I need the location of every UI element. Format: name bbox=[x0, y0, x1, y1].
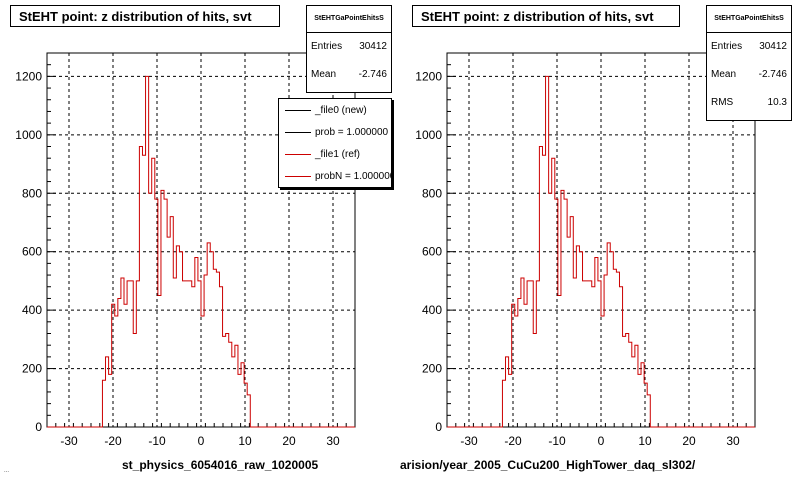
left-histogram-plot: -30 -20 -10 0 10 20 30 0 200 400 600 800 1000 1200 bbox=[15, 52, 356, 448]
right-x-tick-label: 30 bbox=[726, 434, 740, 448]
right-pad: -30 -20 -10 0 10 20 30 0 200 400 600 800 1000 1200 St… bbox=[400, 0, 800, 480]
legend-entry-prob: prob = 1.000000 bbox=[279, 121, 391, 143]
left-pad: -30 -20 -10 0 10 20 30 0 200 400 600 800 1000 1200 St… bbox=[10, 5, 392, 472]
left-stats-entries-label: Entries bbox=[311, 41, 343, 52]
right-stats-row-mean: Mean -2.746 bbox=[707, 61, 791, 89]
right-histogram-plot: -30 -20 -10 0 10 20 30 0 200 400 600 800 1000 1200 bbox=[415, 52, 756, 448]
right-x-tick-label: -30 bbox=[460, 434, 478, 448]
legend-line-probn bbox=[285, 175, 311, 177]
right-x-tick-label: 10 bbox=[638, 434, 652, 448]
right-x-tick-label: 20 bbox=[682, 434, 696, 448]
left-x-tick-label: -20 bbox=[104, 434, 122, 448]
left-plot-title: StEHT point: z distribution of hits, svt bbox=[10, 5, 280, 27]
right-y-tick-label: 400 bbox=[422, 303, 442, 317]
left-stats-entries-value: 30412 bbox=[359, 41, 387, 52]
left-y-tick-label: 1200 bbox=[15, 69, 42, 83]
left-x-axis-title: st_physics_6054016_raw_1020005 bbox=[122, 458, 319, 472]
right-x-tick-label: -10 bbox=[548, 434, 566, 448]
left-x-tick-label: 30 bbox=[326, 434, 340, 448]
left-y-tick-label: 600 bbox=[22, 245, 42, 259]
right-x-tick-label: 0 bbox=[598, 434, 605, 448]
left-stats-row-entries: Entries 30412 bbox=[307, 33, 391, 61]
right-stats-rms-value: 10.3 bbox=[767, 97, 787, 108]
left-y-tick-label: 200 bbox=[22, 362, 42, 376]
left-x-tick-label: 0 bbox=[198, 434, 205, 448]
left-stats-row-mean: Mean -2.746 bbox=[307, 61, 391, 89]
left-stats-box: StEHTGaPointEhitsS Entries 30412 Mean -2… bbox=[306, 5, 392, 93]
left-y-tick-label: 400 bbox=[22, 303, 42, 317]
left-y-tick-label: 800 bbox=[22, 186, 42, 200]
left-x-tick-label: 10 bbox=[238, 434, 252, 448]
left-x-tick-label: -30 bbox=[60, 434, 78, 448]
right-stats-box: StEHTGaPointEhitsS Entries 30412 Mean -2… bbox=[706, 5, 792, 121]
right-y-tick-label: 0 bbox=[435, 420, 442, 434]
legend-line-prob bbox=[285, 131, 311, 133]
right-histogram-series bbox=[447, 75, 755, 428]
legend-entry-file0: _file0 (new) bbox=[279, 99, 391, 121]
right-stats-row-rms: RMS 10.3 bbox=[707, 89, 791, 117]
right-stats-name: StEHTGaPointEhitsS bbox=[707, 6, 791, 33]
right-stats-entries-value: 30412 bbox=[759, 41, 787, 52]
right-y-tick-label: 1200 bbox=[415, 69, 442, 83]
legend-label-file1: _file1 (ref) bbox=[315, 148, 361, 160]
legend-line-file1 bbox=[285, 153, 311, 155]
right-y-tick-label: 600 bbox=[422, 245, 442, 259]
left-y-tick-label: 1000 bbox=[15, 128, 42, 142]
left-y-tick-label: 0 bbox=[35, 420, 42, 434]
left-legend: _file0 (new) prob = 1.000000 _file1 (ref… bbox=[278, 98, 392, 188]
legend-label-file0: _file0 (new) bbox=[315, 104, 367, 116]
left-x-tick-label: 20 bbox=[282, 434, 296, 448]
right-plot-title: StEHT point: z distribution of hits, svt bbox=[412, 5, 680, 27]
left-histogram-series bbox=[47, 75, 355, 428]
legend-line-file0 bbox=[285, 109, 311, 111]
legend-label-prob: prob = 1.000000 bbox=[315, 126, 389, 138]
right-stats-entries-label: Entries bbox=[711, 41, 743, 52]
legend-label-probn: probN = 1.000000 bbox=[315, 170, 392, 182]
legend-entry-probn: probN = 1.000000 bbox=[279, 165, 391, 187]
left-stats-mean-value: -2.746 bbox=[358, 69, 387, 80]
right-x-tick-label: -20 bbox=[504, 434, 522, 448]
right-x-axis-title: arision/year_2005_CuCu200_HighTower_daq_… bbox=[400, 458, 696, 472]
legend-entry-file1: _file1 (ref) bbox=[279, 143, 391, 165]
right-stats-row-entries: Entries 30412 bbox=[707, 33, 791, 61]
right-y-tick-label: 800 bbox=[422, 186, 442, 200]
left-stats-name: StEHTGaPointEhitsS bbox=[307, 6, 391, 33]
left-stats-mean-label: Mean bbox=[311, 69, 337, 80]
right-y-tick-label: 200 bbox=[422, 362, 442, 376]
right-stats-mean-value: -2.746 bbox=[758, 69, 787, 80]
left-x-tick-label: -10 bbox=[148, 434, 166, 448]
right-stats-rms-label: RMS bbox=[711, 97, 734, 108]
footer-text: ... bbox=[4, 468, 10, 474]
right-stats-mean-label: Mean bbox=[711, 69, 737, 80]
right-y-tick-label: 1000 bbox=[415, 128, 442, 142]
